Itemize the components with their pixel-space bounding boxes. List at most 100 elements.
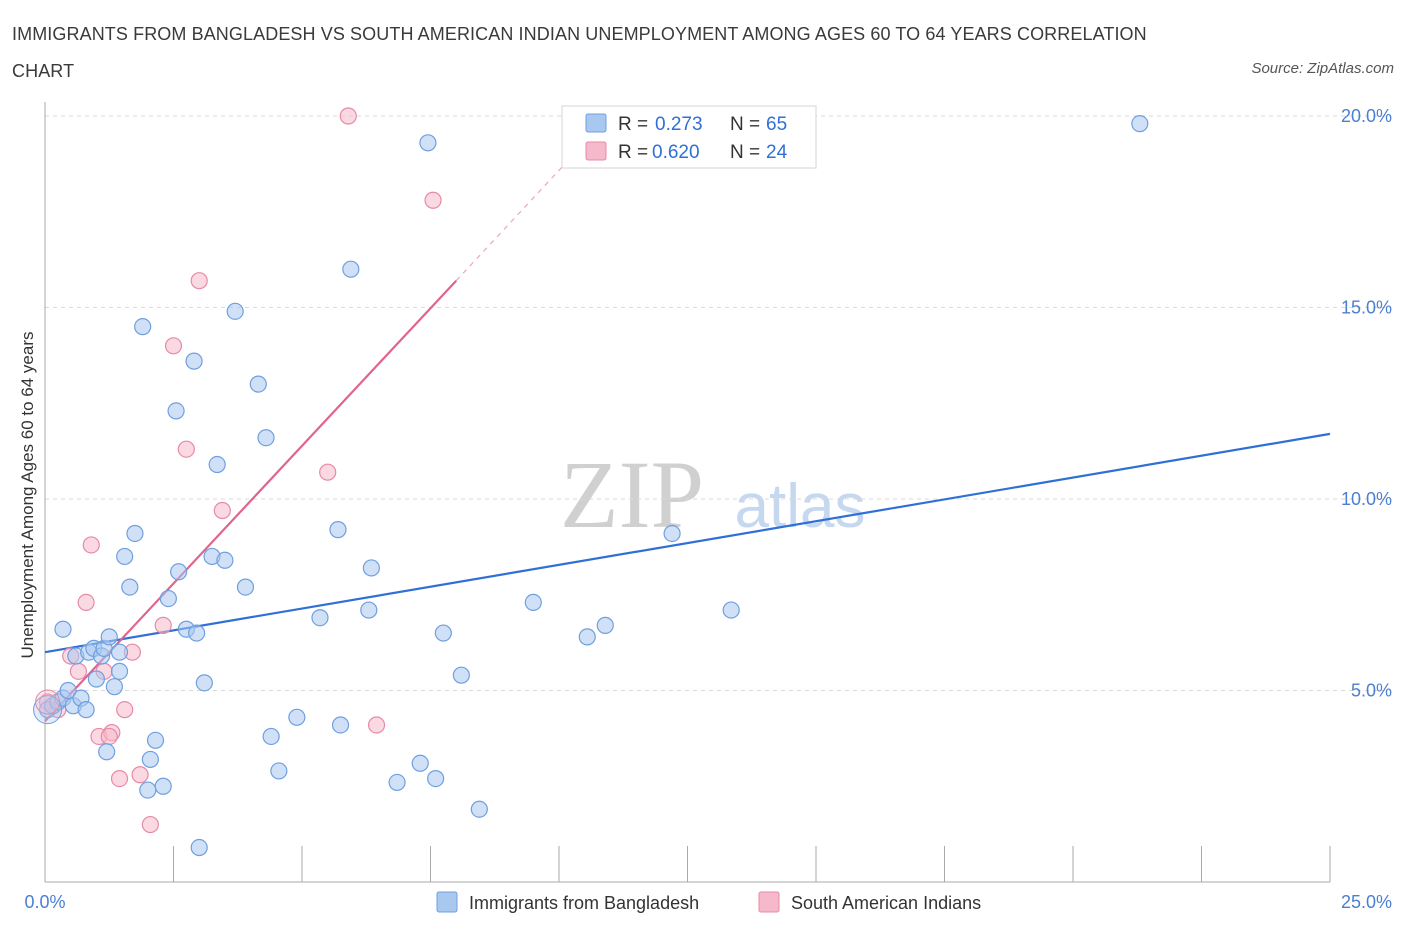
point-bangladesh bbox=[427, 769, 445, 788]
point-bangladesh bbox=[54, 620, 72, 638]
series-swatch-south-american bbox=[758, 891, 780, 913]
point-bangladesh bbox=[329, 521, 347, 539]
legend-n-value-1: 65 bbox=[766, 114, 787, 135]
trend-lines bbox=[44, 142, 1331, 722]
point-bangladesh bbox=[596, 616, 614, 634]
point-south-american-indians bbox=[131, 766, 149, 784]
point-south-american-indians bbox=[367, 716, 386, 734]
point-bangladesh bbox=[59, 681, 77, 700]
series-legend: Immigrants from Bangladesh South America… bbox=[436, 891, 981, 913]
legend-n-value-2: 24 bbox=[766, 142, 788, 163]
point-south-american-indians bbox=[339, 107, 357, 125]
point-south-american-indians bbox=[100, 727, 118, 746]
point-bangladesh bbox=[524, 593, 542, 612]
legend-n-label-2: N = bbox=[730, 142, 760, 163]
watermark-atlas: atlas bbox=[735, 472, 866, 541]
point-bangladesh bbox=[134, 318, 152, 336]
point-bangladesh bbox=[188, 624, 206, 642]
point-bangladesh bbox=[411, 754, 429, 772]
point-bangladesh bbox=[110, 643, 129, 661]
point-bangladesh bbox=[388, 773, 406, 792]
point-bangladesh bbox=[722, 601, 740, 619]
point-bangladesh bbox=[342, 260, 360, 278]
series-swatch-bangladesh bbox=[436, 891, 458, 913]
point-bangladesh bbox=[146, 731, 165, 749]
chart-title: IMMIGRANTS FROM BANGLADESH VS SOUTH AMER… bbox=[12, 24, 1147, 81]
point-bangladesh bbox=[236, 578, 255, 596]
legend-r-label-1: R = bbox=[618, 114, 648, 135]
series-label-bangladesh: Immigrants from Bangladesh bbox=[469, 893, 699, 913]
point-bangladesh bbox=[105, 678, 123, 696]
point-bangladesh bbox=[419, 134, 437, 152]
point-cluster-bangladesh bbox=[33, 695, 63, 725]
point-bangladesh bbox=[311, 609, 329, 627]
point-south-american-indians bbox=[213, 501, 231, 520]
point-bangladesh bbox=[195, 674, 213, 692]
point-bangladesh bbox=[208, 455, 226, 474]
point-south-american-indians bbox=[69, 662, 88, 680]
point-bangladesh bbox=[141, 750, 159, 769]
y-tick-label: 10.0% bbox=[1341, 489, 1392, 509]
x-tick-label-max: 25.0% bbox=[1341, 892, 1392, 912]
point-south-american-indians bbox=[190, 272, 208, 290]
point-bangladesh bbox=[257, 429, 275, 447]
point-bangladesh bbox=[434, 624, 452, 642]
point-bangladesh bbox=[139, 781, 157, 799]
y-tick-label: 5.0% bbox=[1351, 681, 1392, 701]
point-bangladesh bbox=[663, 524, 681, 543]
watermark-zip: ZIP bbox=[560, 441, 704, 548]
point-bangladesh bbox=[270, 762, 288, 780]
legend-n-label-1: N = bbox=[730, 114, 760, 135]
point-bangladesh bbox=[154, 777, 172, 795]
point-south-american-indians bbox=[77, 593, 95, 612]
point-bangladesh bbox=[1131, 115, 1149, 133]
point-south-american-indians bbox=[319, 463, 337, 481]
point-bangladesh bbox=[452, 666, 470, 684]
source-label: Source: ZipAtlas.com bbox=[1251, 60, 1394, 77]
data-points bbox=[33, 107, 1149, 857]
series-label-south-american: South American Indians bbox=[791, 893, 981, 913]
legend-swatch-pink bbox=[585, 141, 607, 161]
y-tick-label: 20.0% bbox=[1341, 106, 1392, 126]
legend-swatch-blue bbox=[585, 113, 607, 133]
point-cluster-south-american bbox=[35, 689, 61, 715]
point-bangladesh bbox=[470, 800, 488, 818]
x-tick-label-min: 0.0% bbox=[24, 892, 65, 912]
point-bangladesh bbox=[110, 662, 129, 680]
point-bangladesh bbox=[170, 563, 188, 581]
point-south-american-indians bbox=[164, 337, 183, 355]
trend-extension-south-american bbox=[455, 142, 586, 282]
point-bangladesh bbox=[360, 601, 378, 619]
point-bangladesh bbox=[98, 743, 116, 761]
legend-r-label-2: R = bbox=[618, 142, 648, 163]
trend-line-bangladesh bbox=[44, 432, 1331, 654]
point-bangladesh bbox=[87, 670, 106, 688]
point-bangladesh bbox=[167, 402, 185, 420]
point-south-american-indians bbox=[110, 769, 129, 788]
point-bangladesh bbox=[331, 716, 350, 734]
grid bbox=[45, 115, 1390, 691]
legend-r-value-2: 0.620 bbox=[652, 142, 700, 163]
point-bangladesh bbox=[249, 375, 267, 393]
point-bangladesh bbox=[216, 551, 234, 569]
point-bangladesh bbox=[159, 589, 177, 608]
point-bangladesh bbox=[288, 708, 306, 726]
point-south-american-indians bbox=[154, 616, 172, 634]
axes: 5.0% 10.0% 15.0% 20.0% 0.0% 25.0% bbox=[24, 102, 1392, 912]
point-bangladesh bbox=[226, 302, 244, 320]
point-bangladesh bbox=[362, 559, 380, 577]
point-bangladesh bbox=[262, 727, 280, 746]
point-south-american-indians bbox=[82, 536, 100, 554]
point-bangladesh bbox=[121, 578, 139, 596]
point-south-american-indians bbox=[141, 815, 159, 834]
point-bangladesh bbox=[126, 524, 144, 543]
y-axis-label: Unemployment Among Ages 60 to 64 years bbox=[18, 332, 37, 659]
y-tick-label: 15.0% bbox=[1341, 298, 1392, 318]
point-south-american-indians bbox=[424, 191, 442, 209]
point-bangladesh bbox=[77, 701, 95, 719]
legend-r-value-1: 0.273 bbox=[655, 114, 703, 135]
point-bangladesh bbox=[116, 547, 134, 566]
point-bangladesh bbox=[185, 352, 203, 370]
correlation-legend: R = 0.273 N = 65 R = 0.620 N = 24 bbox=[561, 105, 817, 169]
